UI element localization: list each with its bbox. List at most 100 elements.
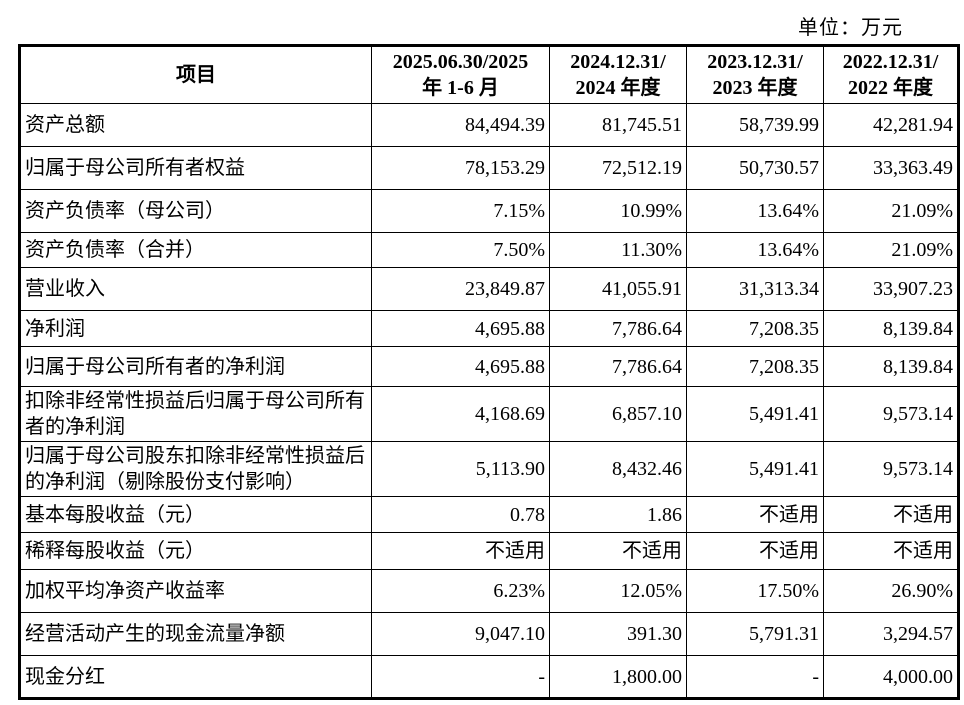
cell-value: 7,208.35 bbox=[686, 310, 824, 347]
row-label: 现金分红 bbox=[19, 655, 372, 699]
cell-value: 13.64% bbox=[686, 232, 824, 268]
cell-value: 23,849.87 bbox=[371, 267, 550, 311]
row-label: 资产负债率（母公司） bbox=[19, 189, 372, 233]
cell-value: 84,494.39 bbox=[371, 103, 550, 147]
table-row-diluted-eps: 稀释每股收益（元） 不适用 不适用 不适用 不适用 bbox=[19, 532, 959, 570]
period-line-1: 2022.12.31/ bbox=[842, 51, 939, 73]
cell-value: 17.50% bbox=[686, 569, 824, 613]
period-line-2: 2023 年度 bbox=[712, 77, 798, 99]
table-row-net-profit-deducting-nonrecurring: 扣除非经常性损益后归属于母公司所有者的净利润 4,168.69 6,857.10… bbox=[19, 386, 959, 442]
cell-value: 78,153.29 bbox=[371, 146, 550, 190]
period-line-1: 2024.12.31/ bbox=[570, 51, 666, 73]
period-line-2: 2022 年度 bbox=[848, 77, 933, 99]
cell-value: 5,113.90 bbox=[371, 441, 550, 497]
cell-value: 391.30 bbox=[549, 612, 687, 656]
table-row-operating-cash-flow: 经营活动产生的现金流量净额 9,047.10 391.30 5,791.31 3… bbox=[19, 612, 959, 656]
cell-value: 7.50% bbox=[371, 232, 550, 268]
row-label: 加权平均净资产收益率 bbox=[19, 569, 372, 613]
cell-value: 9,573.14 bbox=[823, 386, 959, 442]
cell-value: 31,313.34 bbox=[686, 267, 824, 311]
cell-value: 42,281.94 bbox=[823, 103, 959, 147]
cell-value: 11.30% bbox=[549, 232, 687, 268]
table-row-cash-dividend: 现金分红 - 1,800.00 - 4,000.00 bbox=[19, 655, 959, 699]
period-line-1: 2025.06.30/2025 bbox=[392, 51, 529, 73]
cell-value: 33,363.49 bbox=[823, 146, 959, 190]
cell-value: 不适用 bbox=[823, 496, 959, 533]
row-label: 稀释每股收益（元） bbox=[19, 532, 372, 570]
row-label: 资产负债率（合并） bbox=[19, 232, 372, 268]
table-row-operating-revenue: 营业收入 23,849.87 41,055.91 31,313.34 33,90… bbox=[19, 267, 959, 311]
table-row-total-assets: 资产总额 84,494.39 81,745.51 58,739.99 42,28… bbox=[19, 103, 959, 147]
cell-value: 7,208.35 bbox=[686, 346, 824, 387]
cell-value: 1.86 bbox=[549, 496, 687, 533]
cell-value: 12.05% bbox=[549, 569, 687, 613]
cell-value: 不适用 bbox=[686, 532, 824, 570]
cell-value: 9,573.14 bbox=[823, 441, 959, 497]
cell-value: 不适用 bbox=[686, 496, 824, 533]
row-label: 经营活动产生的现金流量净额 bbox=[19, 612, 372, 656]
cell-value: 4,695.88 bbox=[371, 310, 550, 347]
row-label: 归属于母公司股东扣除非经常性损益后的净利润（剔除股份支付影响） bbox=[19, 441, 372, 497]
cell-value: - bbox=[686, 655, 824, 699]
table-row-basic-eps: 基本每股收益（元） 0.78 1.86 不适用 不适用 bbox=[19, 496, 959, 533]
cell-value: 5,791.31 bbox=[686, 612, 824, 656]
unit-label: 单位：万元 bbox=[798, 17, 903, 39]
row-label: 归属于母公司所有者的净利润 bbox=[19, 346, 372, 387]
period-line-1: 2023.12.31/ bbox=[707, 51, 803, 73]
column-header-period-2024: 2024.12.31/ 2024 年度 bbox=[549, 45, 687, 104]
row-label: 扣除非经常性损益后归属于母公司所有者的净利润 bbox=[19, 386, 372, 442]
header-row: 项目 2025.06.30/2025 年 1-6 月 2024.12.31/ 2… bbox=[19, 45, 959, 104]
column-header-period-2025: 2025.06.30/2025 年 1-6 月 bbox=[371, 45, 550, 104]
cell-value: 26.90% bbox=[823, 569, 959, 613]
table-row-parent-equity: 归属于母公司所有者权益 78,153.29 72,512.19 50,730.5… bbox=[19, 146, 959, 190]
cell-value: 1,800.00 bbox=[549, 655, 687, 699]
cell-value: 不适用 bbox=[823, 532, 959, 570]
cell-value: 4,168.69 bbox=[371, 386, 550, 442]
cell-value: 72,512.19 bbox=[549, 146, 687, 190]
cell-value: 81,745.51 bbox=[549, 103, 687, 147]
cell-value: 4,000.00 bbox=[823, 655, 959, 699]
cell-value: 8,139.84 bbox=[823, 346, 959, 387]
table-row-debt-ratio-consolidated: 资产负债率（合并） 7.50% 11.30% 13.64% 21.09% bbox=[19, 232, 959, 268]
cell-value: 6.23% bbox=[371, 569, 550, 613]
row-label: 归属于母公司所有者权益 bbox=[19, 146, 372, 190]
table-row-net-profit-excl-share-payment: 归属于母公司股东扣除非经常性损益后的净利润（剔除股份支付影响） 5,113.90… bbox=[19, 441, 959, 497]
cell-value: 3,294.57 bbox=[823, 612, 959, 656]
cell-value: 7,786.64 bbox=[549, 346, 687, 387]
cell-value: 50,730.57 bbox=[686, 146, 824, 190]
cell-value: - bbox=[371, 655, 550, 699]
cell-value: 33,907.23 bbox=[823, 267, 959, 311]
cell-value: 9,047.10 bbox=[371, 612, 550, 656]
row-label: 基本每股收益（元） bbox=[19, 496, 372, 533]
cell-value: 13.64% bbox=[686, 189, 824, 233]
cell-value: 7.15% bbox=[371, 189, 550, 233]
cell-value: 不适用 bbox=[549, 532, 687, 570]
row-label: 净利润 bbox=[19, 310, 372, 347]
cell-value: 21.09% bbox=[823, 189, 959, 233]
column-header-item: 项目 bbox=[19, 45, 372, 104]
cell-value: 5,491.41 bbox=[686, 386, 824, 442]
cell-value: 10.99% bbox=[549, 189, 687, 233]
column-header-period-2023: 2023.12.31/ 2023 年度 bbox=[686, 45, 824, 104]
cell-value: 4,695.88 bbox=[371, 346, 550, 387]
period-line-2: 年 1-6 月 bbox=[422, 77, 499, 99]
row-label: 资产总额 bbox=[19, 103, 372, 147]
period-line-2: 2024 年度 bbox=[575, 77, 661, 99]
table-row-weighted-avg-roe: 加权平均净资产收益率 6.23% 12.05% 17.50% 26.90% bbox=[19, 569, 959, 613]
row-label: 营业收入 bbox=[19, 267, 372, 311]
cell-value: 0.78 bbox=[371, 496, 550, 533]
cell-value: 8,139.84 bbox=[823, 310, 959, 347]
table-row-net-profit-parent: 归属于母公司所有者的净利润 4,695.88 7,786.64 7,208.35… bbox=[19, 346, 959, 387]
cell-value: 7,786.64 bbox=[549, 310, 687, 347]
table-row-net-profit: 净利润 4,695.88 7,786.64 7,208.35 8,139.84 bbox=[19, 310, 959, 347]
cell-value: 8,432.46 bbox=[549, 441, 687, 497]
financial-summary-table: 项目 2025.06.30/2025 年 1-6 月 2024.12.31/ 2… bbox=[18, 44, 960, 700]
cell-value: 6,857.10 bbox=[549, 386, 687, 442]
column-header-period-2022: 2022.12.31/ 2022 年度 bbox=[823, 45, 959, 104]
cell-value: 58,739.99 bbox=[686, 103, 824, 147]
cell-value: 21.09% bbox=[823, 232, 959, 268]
cell-value: 5,491.41 bbox=[686, 441, 824, 497]
table-row-debt-ratio-parent: 资产负债率（母公司） 7.15% 10.99% 13.64% 21.09% bbox=[19, 189, 959, 233]
cell-value: 41,055.91 bbox=[549, 267, 687, 311]
